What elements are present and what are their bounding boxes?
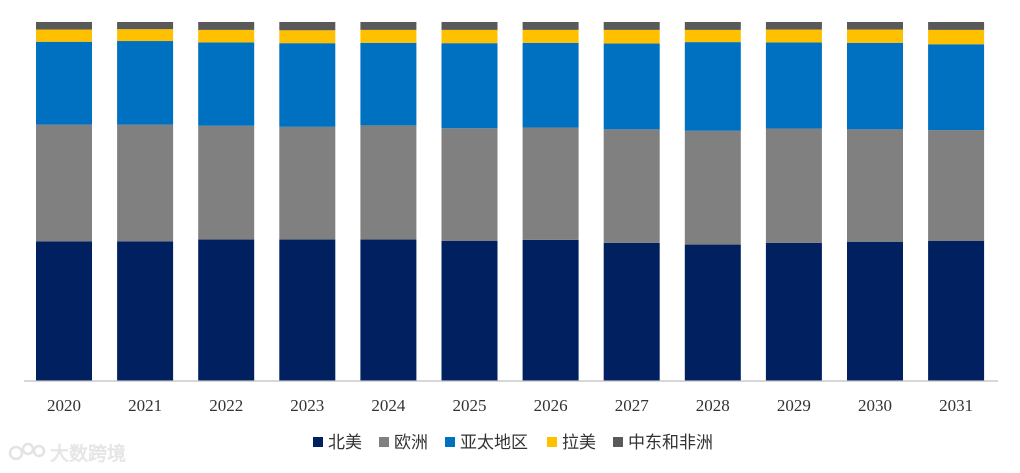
x-tick-label: 2026 — [534, 396, 568, 415]
watermark: 大数跨境 — [8, 436, 126, 468]
bar-segment-2030-series-1 — [847, 129, 903, 242]
bar-segment-2031-series-0 — [928, 240, 985, 381]
bar-segment-2020-series-0 — [36, 241, 92, 381]
bar-segment-2025-series-1 — [441, 128, 498, 241]
bar-segment-2029-series-4 — [765, 22, 822, 30]
bar-segment-2027-series-1 — [603, 129, 660, 243]
bar-segment-2029-series-3 — [765, 29, 822, 43]
bar-segment-2028-series-2 — [684, 42, 741, 131]
legend-swatch — [613, 437, 623, 447]
bar-segment-2021-series-2 — [117, 41, 174, 125]
legend-label: 欧洲 — [394, 433, 428, 453]
x-tick-label: 2020 — [47, 396, 81, 415]
x-tick-label: 2030 — [858, 396, 892, 415]
bar-segment-2031-series-2 — [928, 44, 985, 131]
bar-segment-2023-series-4 — [279, 22, 336, 31]
legend-swatch — [379, 437, 389, 447]
bar-segment-2023-series-1 — [279, 126, 336, 240]
legend: 北美 欧洲 亚太地区 拉美 中东和非洲 — [313, 433, 713, 453]
x-tick-label: 2021 — [128, 396, 162, 415]
bar-segment-2020-series-1 — [36, 124, 92, 242]
bar-segment-2029-series-1 — [765, 128, 822, 243]
bar-segment-2022-series-2 — [198, 42, 255, 126]
legend-item-3: 拉美 — [547, 433, 596, 453]
bar-segment-2020-series-3 — [36, 29, 92, 42]
bar-segment-2030-series-4 — [847, 22, 903, 30]
bar-segment-2028-series-0 — [684, 244, 741, 381]
legend-label: 亚太地区 — [460, 433, 528, 453]
bar-segment-2023-series-2 — [279, 43, 336, 127]
bar-segment-2028-series-1 — [684, 130, 741, 245]
x-tick-label: 2025 — [453, 396, 487, 415]
bar-segment-2022-series-1 — [198, 125, 255, 240]
bar-segment-2025-series-2 — [441, 43, 498, 129]
legend-swatch — [547, 437, 557, 447]
legend-item-1: 欧洲 — [379, 433, 428, 453]
x-tick-label: 2023 — [290, 396, 324, 415]
bar-segment-2026-series-0 — [522, 239, 579, 381]
bar-segment-2029-series-0 — [765, 242, 822, 381]
watermark-text: 大数跨境 — [50, 442, 127, 465]
bar-segment-2030-series-2 — [847, 42, 903, 130]
bar-segment-2031-series-4 — [928, 22, 985, 30]
bar-segment-2031-series-1 — [928, 130, 985, 241]
bar-segment-2028-series-4 — [684, 22, 741, 30]
bar-segment-2024-series-4 — [360, 22, 417, 30]
bar-segment-2024-series-1 — [360, 125, 417, 240]
bar-segment-2028-series-3 — [684, 29, 741, 43]
bar-segment-2026-series-1 — [522, 127, 579, 240]
legend-label: 中东和非洲 — [628, 433, 713, 453]
legend-label: 拉美 — [562, 433, 596, 453]
bars-layer — [36, 22, 985, 381]
bar-segment-2029-series-2 — [765, 42, 822, 129]
x-tick-label: 2022 — [209, 396, 243, 415]
bar-segment-2030-series-0 — [847, 241, 903, 381]
bar-segment-2025-series-3 — [441, 29, 498, 44]
bar-segment-2027-series-0 — [603, 242, 660, 381]
bar-segment-2024-series-0 — [360, 239, 417, 381]
bar-segment-2020-series-4 — [36, 22, 92, 30]
bar-segment-2021-series-1 — [117, 124, 174, 242]
x-tick-label: 2024 — [371, 396, 406, 415]
legend-item-2: 亚太地区 — [445, 433, 528, 453]
bar-segment-2027-series-2 — [603, 43, 660, 130]
bar-segment-2024-series-3 — [360, 29, 417, 43]
bar-segment-2027-series-3 — [603, 29, 660, 44]
dashuju-logo-icon — [8, 442, 46, 461]
legend-swatch — [445, 437, 455, 447]
bar-segment-2027-series-4 — [603, 22, 660, 30]
bar-segment-2023-series-0 — [279, 239, 336, 381]
x-tick-label: 2029 — [777, 396, 811, 415]
bar-segment-2031-series-3 — [928, 29, 985, 45]
bar-segment-2021-series-0 — [117, 241, 174, 381]
bar-segment-2025-series-4 — [441, 22, 498, 30]
bar-segment-2022-series-0 — [198, 239, 255, 381]
bar-segment-2026-series-4 — [522, 22, 579, 30]
x-tick-labels: 2020 2021 2022 2023 2024 2025 2026 2027 2028 2029… — [47, 396, 973, 415]
x-tick-label: 2031 — [939, 396, 973, 415]
x-tick-label: 2028 — [696, 396, 730, 415]
bar-segment-2025-series-0 — [441, 240, 498, 381]
bar-segment-2021-series-3 — [117, 29, 174, 42]
bar-segment-2024-series-2 — [360, 42, 417, 126]
legend-label: 北美 — [328, 433, 362, 453]
x-tick-label: 2027 — [615, 396, 650, 415]
bar-segment-2021-series-4 — [117, 22, 174, 30]
bar-segment-2026-series-3 — [522, 29, 579, 43]
bar-segment-2030-series-3 — [847, 29, 903, 43]
bar-segment-2026-series-2 — [522, 42, 579, 128]
bar-segment-2022-series-4 — [198, 22, 255, 30]
bar-segment-2020-series-2 — [36, 41, 92, 125]
bar-segment-2022-series-3 — [198, 29, 255, 43]
bar-segment-2023-series-3 — [279, 30, 336, 44]
legend-item-4: 中东和非洲 — [613, 433, 713, 453]
legend-swatch — [313, 437, 323, 447]
legend-item-0: 北美 — [313, 433, 362, 453]
